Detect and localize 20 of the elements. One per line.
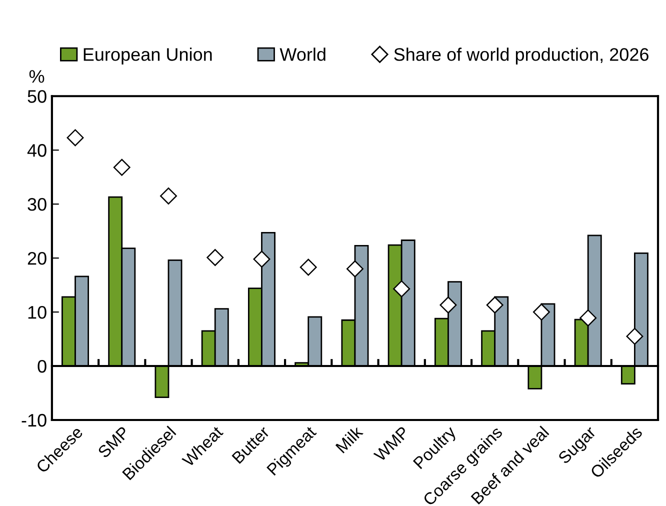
- y-tick-label: 40: [27, 144, 46, 157]
- legend-label: World: [280, 48, 326, 61]
- y-tick-label: 20: [28, 252, 46, 265]
- legend-label: European Union: [84, 48, 212, 64]
- y-tick-label: -10: [22, 414, 46, 427]
- point: [580, 309, 597, 326]
- y-axis-title: %: [29, 70, 44, 83]
- point: [532, 304, 550, 321]
- point: [440, 296, 457, 314]
- y-tick-label: 10: [28, 306, 46, 319]
- point: [346, 260, 364, 278]
- y-tick-label: 0: [38, 360, 46, 373]
- point: [626, 328, 644, 345]
- y-tick-label: 50: [28, 90, 46, 103]
- legend-label: Share of world production, 2026: [394, 48, 648, 64]
- point: [486, 296, 504, 314]
- x-tick-label: Milk: [335, 424, 364, 454]
- point: [253, 250, 270, 268]
- point: [393, 280, 410, 298]
- y-tick-label: 30: [28, 198, 46, 211]
